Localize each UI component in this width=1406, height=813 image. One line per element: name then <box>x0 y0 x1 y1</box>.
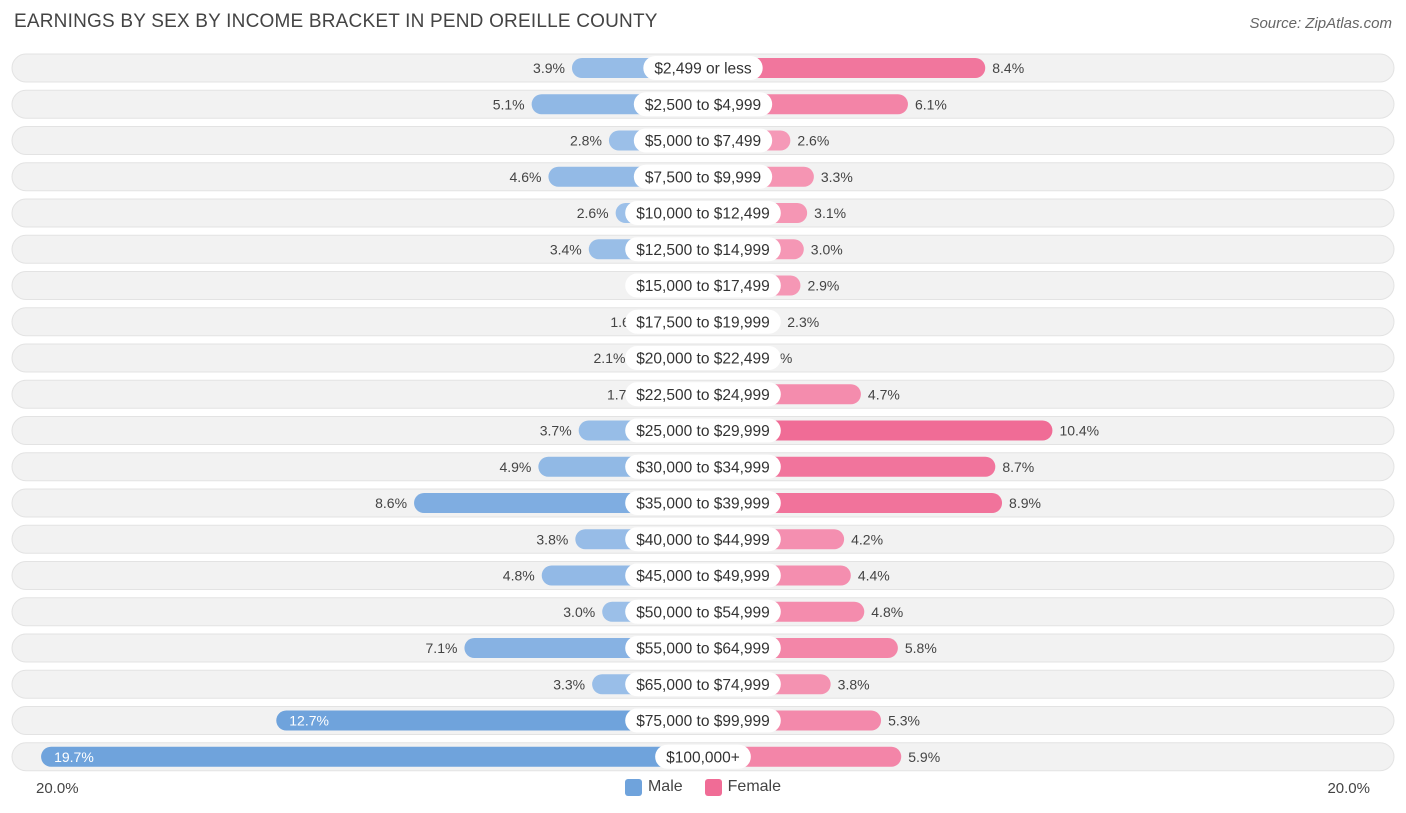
male-bar[interactable] <box>41 746 703 767</box>
category-pill <box>625 273 781 298</box>
female-value-label: 2.3% <box>787 314 819 330</box>
female-value-label: 3.3% <box>821 169 853 185</box>
category-pill <box>625 708 781 733</box>
category-label: $2,500 to $4,999 <box>645 97 761 114</box>
category-pill <box>625 382 781 407</box>
male-value-label: 3.3% <box>553 676 585 692</box>
category-pill <box>625 563 781 588</box>
female-value-label: 3.1% <box>814 205 846 221</box>
category-label: $10,000 to $12,499 <box>636 206 770 223</box>
legend: Male Female <box>0 778 1406 796</box>
category-label: $65,000 to $74,999 <box>636 677 770 694</box>
male-swatch-icon <box>624 778 642 796</box>
male-value-label: 3.0% <box>563 604 595 620</box>
category-pill <box>625 491 781 515</box>
category-pill <box>625 636 781 660</box>
category-pill <box>633 164 773 189</box>
female-value-label: 5.3% <box>888 713 920 729</box>
male-value-label: 12.7% <box>289 713 329 729</box>
legend-female-label: Female <box>727 778 782 795</box>
category-pill <box>625 672 781 697</box>
category-label: $2,499 or less <box>654 61 752 78</box>
category-label: $20,000 to $22,499 <box>636 351 770 368</box>
category-label: $50,000 to $54,999 <box>636 604 770 621</box>
category-label: $25,000 to $29,999 <box>636 423 770 440</box>
category-pill <box>625 454 781 479</box>
male-value-label: 3.4% <box>550 241 582 257</box>
male-value-label: 4.9% <box>499 459 531 475</box>
female-value-label: 3.8% <box>838 676 870 692</box>
category-label: $5,000 to $7,499 <box>645 133 761 150</box>
male-value-label: 3.8% <box>536 531 568 547</box>
category-label: $30,000 to $34,999 <box>636 459 770 476</box>
male-value-label: 4.6% <box>510 169 542 185</box>
category-label: $7,500 to $9,999 <box>645 169 761 186</box>
category-label: $45,000 to $49,999 <box>636 568 770 585</box>
female-bar[interactable] <box>703 58 986 78</box>
category-pill <box>633 92 773 117</box>
category-label: $22,500 to $24,999 <box>636 387 770 404</box>
axis-right-label: 20.0% <box>1327 780 1370 797</box>
category-pill <box>625 599 781 624</box>
female-bar[interactable] <box>703 420 1053 441</box>
category-label: $100,000+ <box>666 749 740 766</box>
male-value-label: 5.1% <box>493 96 525 112</box>
category-pill <box>625 201 781 225</box>
legend-item-female[interactable]: Female <box>704 778 782 796</box>
male-value-label: 2.6% <box>577 205 609 221</box>
female-value-label: 4.4% <box>858 568 890 584</box>
female-bar[interactable] <box>703 746 902 767</box>
male-value-label: 7.1% <box>426 640 458 656</box>
female-value-label: 8.9% <box>1009 495 1041 511</box>
female-value-label: 10.4% <box>1059 423 1099 439</box>
category-label: $17,500 to $19,999 <box>636 314 770 331</box>
female-value-label: 2.6% <box>797 133 829 149</box>
category-label: $40,000 to $44,999 <box>636 532 770 549</box>
category-label: $55,000 to $64,999 <box>636 641 770 658</box>
female-value-label: 5.8% <box>905 640 937 656</box>
category-label: $12,500 to $14,999 <box>636 242 770 259</box>
male-value-label: 19.7% <box>54 749 94 765</box>
source-credit: Source: ZipAtlas.com <box>1249 15 1392 32</box>
male-value-label: 3.9% <box>533 60 565 76</box>
category-label: $15,000 to $17,499 <box>636 278 770 295</box>
category-pill <box>643 56 763 80</box>
category-pill <box>625 527 781 552</box>
legend-male-label: Male <box>647 778 683 795</box>
female-value-label: 8.4% <box>992 60 1024 76</box>
male-value-label: 8.6% <box>375 495 407 511</box>
female-value-label: 6.1% <box>915 96 947 112</box>
category-pill <box>625 346 781 370</box>
male-bar[interactable] <box>276 710 703 731</box>
female-value-label: 5.9% <box>908 749 940 765</box>
category-pill <box>655 744 751 769</box>
category-label: $75,000 to $99,999 <box>636 713 770 730</box>
male-value-label: 2.1% <box>594 350 626 366</box>
female-value-label: 4.7% <box>868 386 900 402</box>
axis-left-label: 20.0% <box>36 780 79 797</box>
category-pill <box>633 128 773 153</box>
category-pill <box>625 237 781 262</box>
female-value-label: 8.7% <box>1002 459 1034 475</box>
male-value-label: 3.7% <box>540 423 572 439</box>
chart-title: EARNINGS BY SEX BY INCOME BRACKET IN PEN… <box>14 11 658 32</box>
male-value-label: 4.8% <box>503 568 535 584</box>
female-value-label: 4.2% <box>851 531 883 547</box>
category-pill <box>625 418 781 443</box>
female-value-label: 4.8% <box>871 604 903 620</box>
female-value-label: 3.0% <box>811 241 843 257</box>
category-pill <box>625 309 781 334</box>
legend-item-male[interactable]: Male <box>624 778 683 796</box>
female-value-label: 2.9% <box>807 278 839 294</box>
male-value-label: 2.8% <box>570 133 602 149</box>
female-swatch-icon <box>704 778 722 796</box>
category-label: $35,000 to $39,999 <box>636 496 770 513</box>
